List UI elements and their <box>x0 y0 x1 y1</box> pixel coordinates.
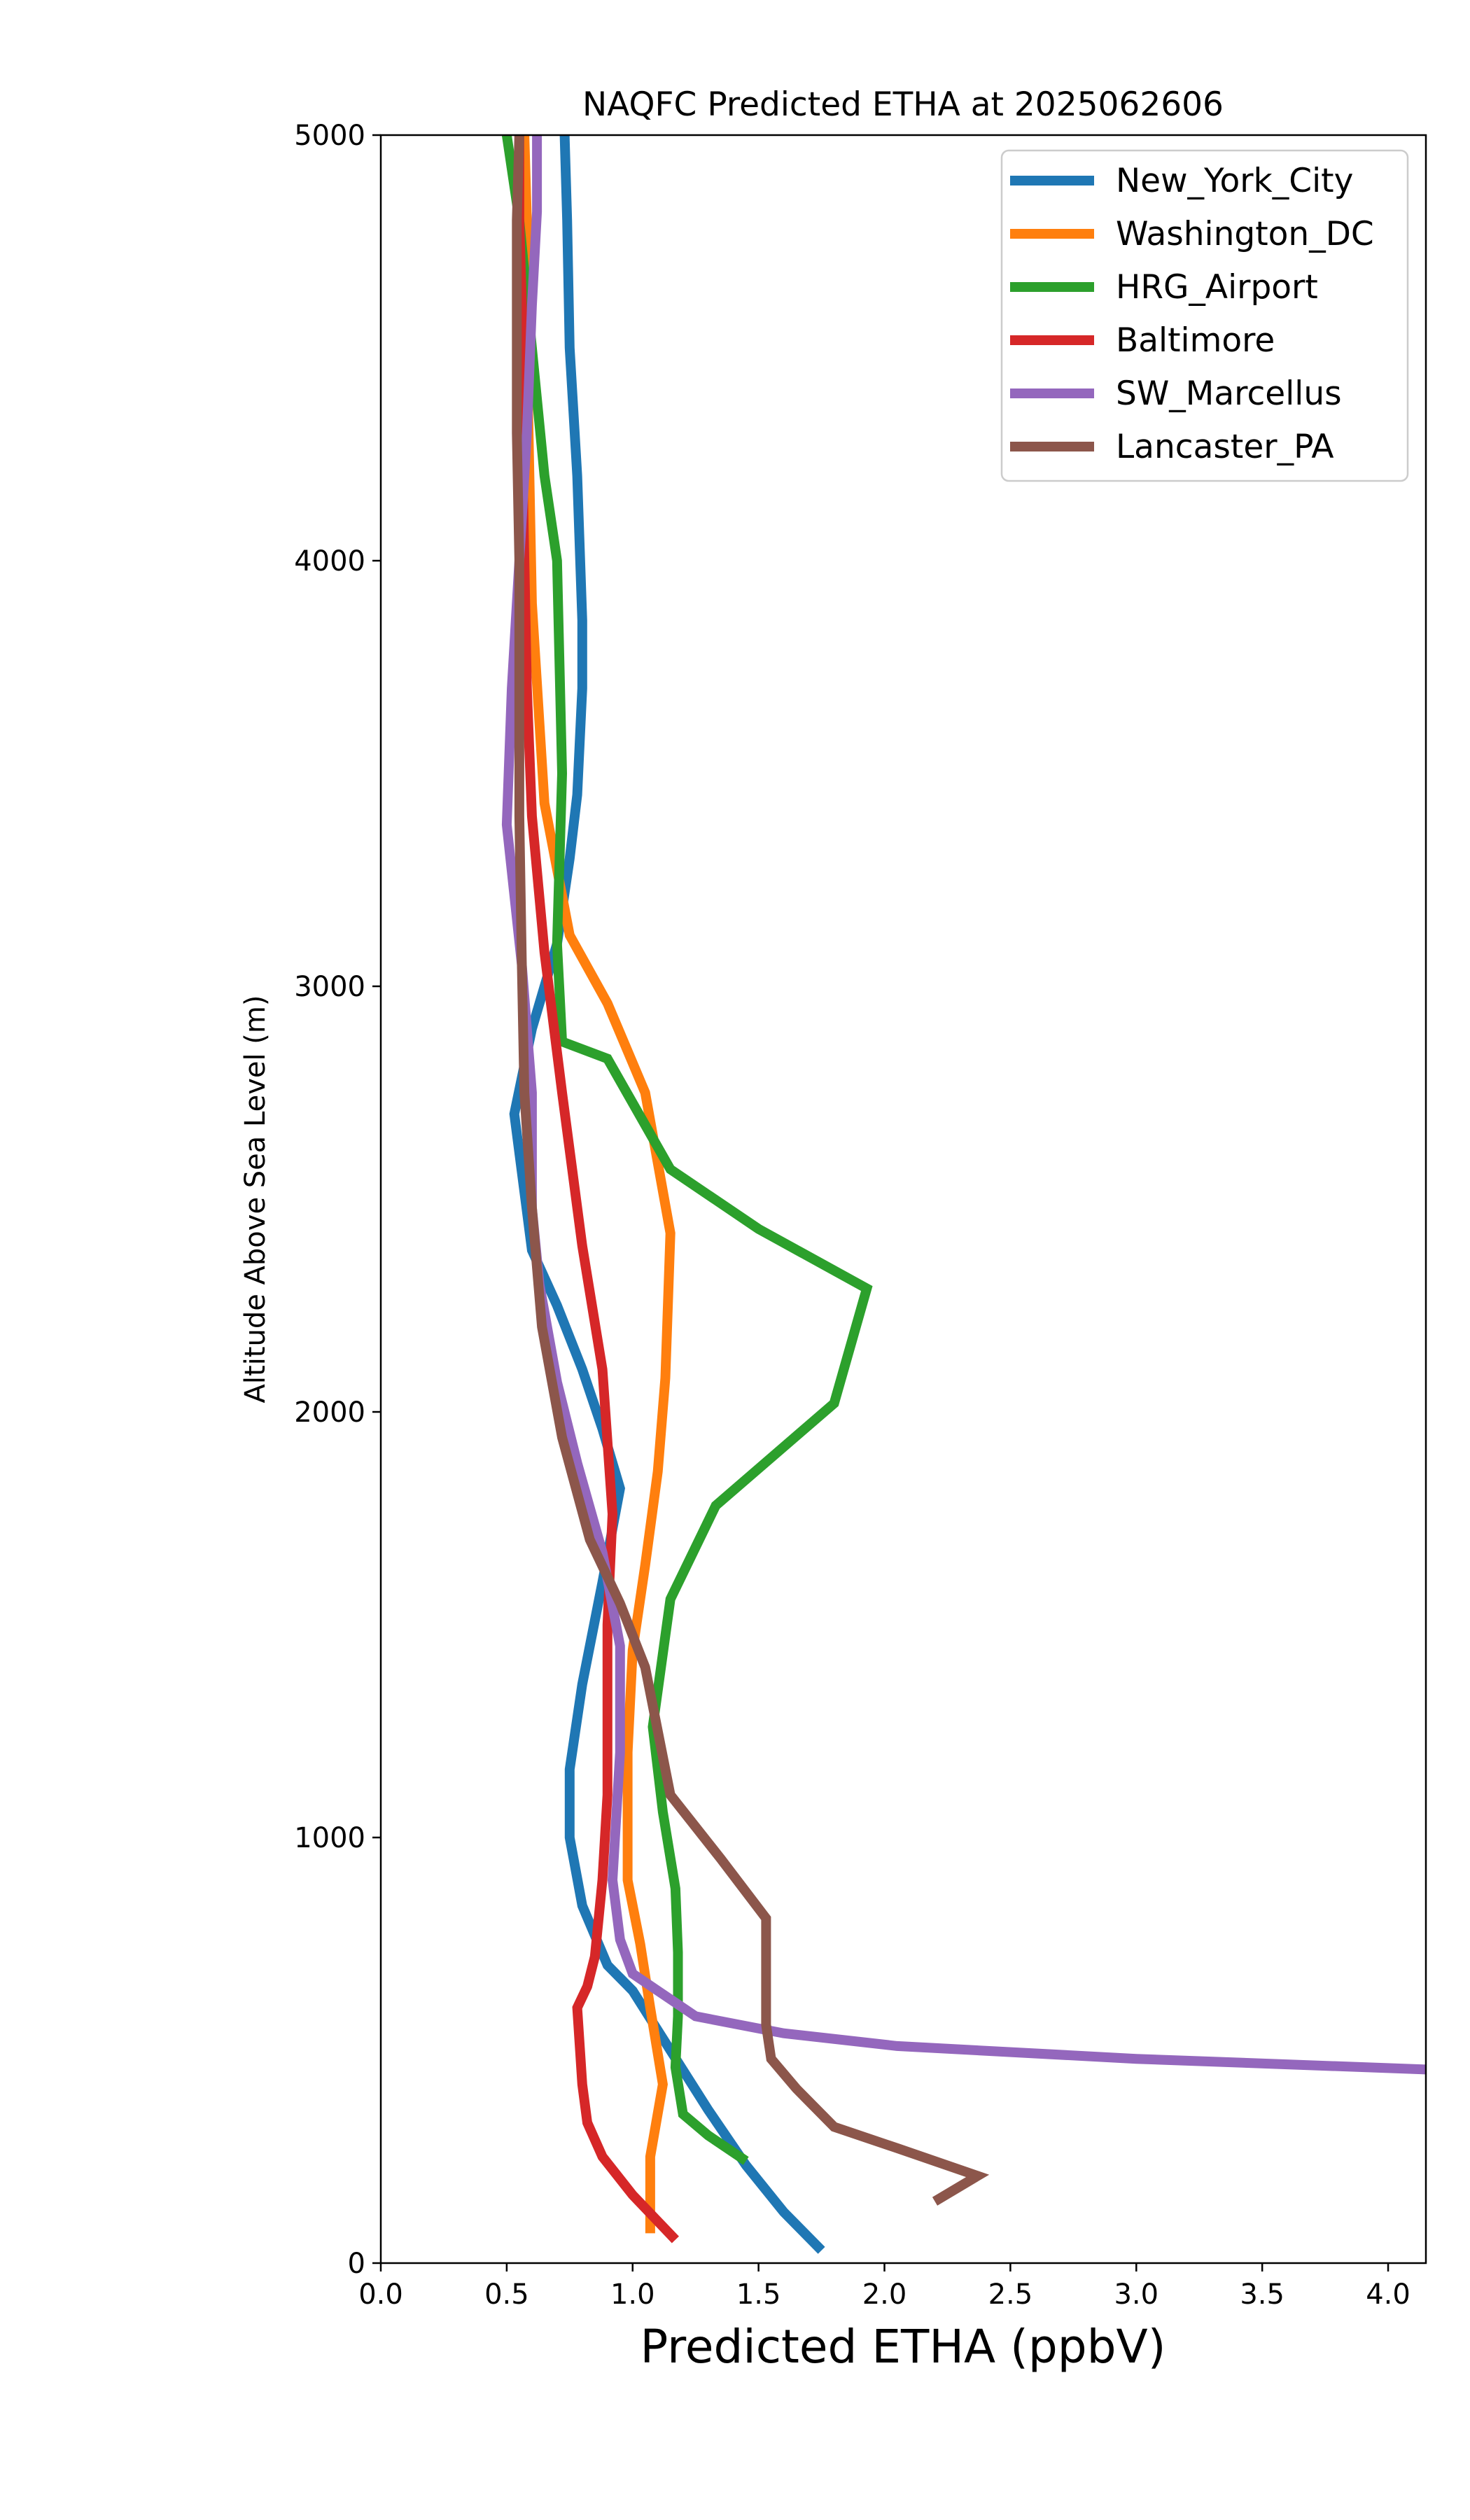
legend: New_York_City Washington_DC HRG_Airport Bal… <box>1000 149 1409 482</box>
y-tick-label: 0 <box>348 2248 365 2280</box>
x-tick-label: 4.0 <box>1366 2278 1410 2311</box>
y-tick-label: 5000 <box>294 120 365 152</box>
x-tick-label: 3.5 <box>1240 2278 1284 2311</box>
x-tick-label: 0.0 <box>358 2278 403 2311</box>
legend-label: New_York_City <box>1116 162 1353 200</box>
series-line-lancaster-pa <box>512 135 990 2206</box>
legend-entries: New_York_City Washington_DC HRG_Airport Bal… <box>1010 162 1374 466</box>
x-tick-label: 3.0 <box>1114 2278 1158 2311</box>
y-tick-label: 4000 <box>294 545 365 578</box>
y-tick-label: 2000 <box>294 1396 365 1429</box>
x-tick-label: 2.0 <box>862 2278 907 2311</box>
y-axis-label: Altitude Above Sea Level (m) <box>239 995 272 1404</box>
legend-label: Lancaster_PA <box>1116 428 1334 466</box>
chart-title: NAQFC Predicted ETHA at 2025062606 <box>582 85 1224 124</box>
x-tick-label: 1.0 <box>610 2278 655 2311</box>
x-tick-label: 0.5 <box>484 2278 529 2311</box>
series-layer <box>501 135 1426 2254</box>
plot-frame <box>379 134 1427 2264</box>
x-tick-label: 1.5 <box>736 2278 781 2311</box>
x-tick-label: 2.5 <box>988 2278 1033 2311</box>
legend-label: HRG_Airport <box>1116 268 1318 307</box>
legend-label: Washington_DC <box>1116 215 1374 253</box>
x-axis: 0.0 0.5 1.0 1.5 2.0 2.5 3.0 3.5 4.0 <box>358 2263 1410 2311</box>
legend-label: Baltimore <box>1116 321 1275 360</box>
y-tick-label: 3000 <box>294 971 365 1003</box>
legend-box <box>1000 149 1409 482</box>
x-axis-label: Predicted ETHA (ppbV) <box>640 2320 1166 2374</box>
series-line-hrg-airport <box>501 135 873 2165</box>
legend-label: SW_Marcellus <box>1116 374 1342 413</box>
y-axis: 0 1000 2000 3000 4000 5000 <box>294 120 381 2280</box>
y-tick-label: 1000 <box>294 1822 365 1854</box>
